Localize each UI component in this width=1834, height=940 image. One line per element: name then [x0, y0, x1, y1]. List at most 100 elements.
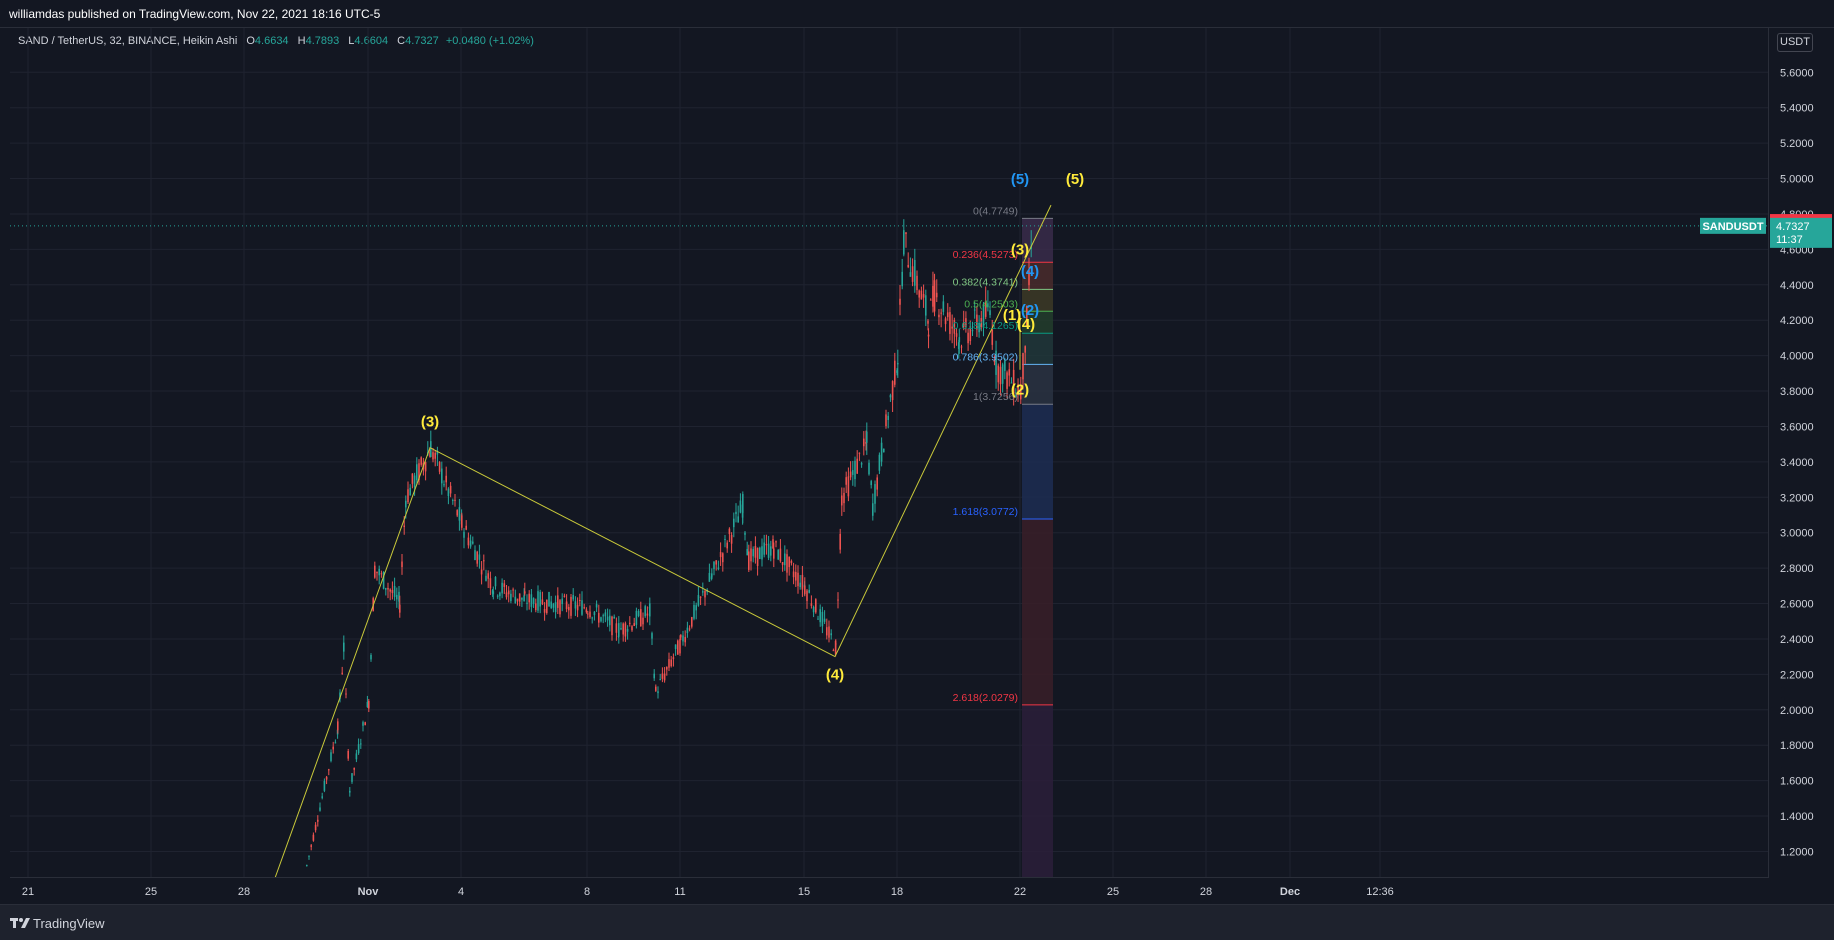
candle-body [672, 657, 675, 659]
candle-body [708, 572, 711, 582]
candle-body [319, 807, 321, 811]
candle-body [355, 753, 358, 760]
candle-body [863, 438, 865, 447]
candle-body [845, 477, 847, 485]
candle-body [896, 370, 898, 373]
candle-body [478, 554, 481, 560]
candle-body [609, 615, 611, 626]
time-tick-label: 18 [891, 886, 903, 898]
candle-body [938, 314, 940, 318]
candle-body [960, 346, 963, 348]
candle-body [407, 489, 409, 503]
symbol-title[interactable]: SAND / TetherUS, 32, BINANCE, Heikin Ash… [18, 35, 238, 47]
candle-body [982, 303, 985, 328]
candle-body [821, 611, 824, 627]
price-tick-label: 3.4000 [1780, 457, 1814, 469]
candle-body [815, 599, 817, 613]
price-tick-label: 5.6000 [1780, 67, 1814, 79]
candle-body [933, 280, 936, 312]
candle-body [775, 541, 777, 543]
candle-body [387, 587, 389, 590]
candle-body [719, 552, 722, 558]
candle-body [334, 742, 337, 744]
candle-body [971, 330, 974, 332]
candle-body [514, 596, 517, 604]
fib-zone [1022, 404, 1053, 520]
tradingview-brand: TradingView [33, 916, 105, 931]
candle-body [559, 600, 561, 615]
candle-body [579, 600, 581, 602]
candle-body [849, 471, 852, 478]
candle-body [624, 623, 627, 637]
candle-body [430, 441, 432, 457]
close-label: C [397, 35, 406, 47]
candle-body [767, 543, 770, 558]
currency-unit-button[interactable]: USDT [1777, 33, 1813, 52]
candle-body [409, 487, 411, 496]
candle-body [901, 271, 903, 287]
tradingview-logo-icon[interactable] [10, 916, 30, 930]
symbol-legend: SAND / TetherUS, 32, BINANCE, Heikin Ash… [18, 35, 534, 47]
fib-level-label: 0.786(3.9502) [953, 351, 1018, 363]
candle-body [804, 585, 806, 594]
candle-body [880, 442, 883, 462]
candle-body [391, 589, 394, 594]
candle-body [860, 463, 863, 465]
candle-body [927, 320, 929, 324]
candle-body [717, 567, 720, 570]
fib-level-label: 0.236(4.5273) [953, 249, 1018, 261]
candle-body [674, 644, 677, 649]
candle-body [308, 855, 310, 857]
candle-body [668, 659, 670, 668]
candle-body [916, 275, 918, 291]
candle-body [1026, 306, 1028, 327]
candle-body [563, 595, 566, 597]
candle-body [688, 628, 691, 630]
time-axis[interactable]: 21 25 28 Nov 4 8 11 15 18 22 25 28 Dec 12:36 [10, 878, 1768, 904]
fib-level-label: 0.5(4.2503) [964, 298, 1018, 310]
candle-body [973, 309, 976, 311]
candle-body [835, 643, 837, 645]
fib-zone [1022, 519, 1053, 705]
candle-body [876, 477, 878, 490]
candle-body [779, 548, 782, 562]
high-label: H [297, 35, 306, 47]
candle-body [847, 476, 850, 497]
price-chart[interactable]: 0(4.7749) 0.236(4.5273) 0.382(4.3741) 0.5(4… [10, 28, 1768, 878]
publish-info: williamdas published on TradingView.com,… [9, 7, 381, 21]
candle-body [733, 518, 735, 528]
candle-body [447, 488, 450, 497]
time-axis-ticks: 21 25 28 Nov 4 8 11 15 18 22 25 28 Dec 12:36 [22, 886, 1394, 898]
candle-body [918, 290, 920, 298]
candle-body [914, 259, 916, 286]
candle-body [552, 603, 555, 608]
candle-body [374, 565, 376, 578]
candle-body [595, 604, 598, 608]
price-tick-label: 2.4000 [1780, 634, 1814, 646]
price-axis[interactable]: 1.2000 1.4000 1.6000 1.8000 2.0000 2.2000 2.40… [1768, 28, 1834, 878]
candle-body [362, 722, 364, 726]
candle-body [418, 463, 420, 480]
candle-body [999, 366, 1002, 385]
candle-body [693, 604, 695, 619]
last-price-value: 4.7327 [1776, 221, 1810, 233]
candle-body [691, 617, 693, 627]
candle-body [907, 264, 909, 268]
price-tick-label: 2.6000 [1780, 599, 1814, 611]
candle-body [969, 326, 972, 342]
candle-body [925, 295, 927, 316]
wave-label: (1) [1003, 307, 1021, 324]
candle-body [539, 592, 541, 607]
candle-body [897, 362, 899, 365]
fib-level-label: 0(4.7749) [973, 205, 1018, 217]
candle-body [837, 599, 839, 601]
candle-body [585, 609, 588, 613]
candle-body [728, 528, 731, 535]
time-tick-label: 4 [458, 886, 464, 898]
candle-body [832, 650, 835, 652]
candle-body [546, 599, 548, 614]
candle-body [976, 314, 978, 330]
candle-body [583, 607, 585, 609]
candle-body [561, 598, 563, 605]
close-value: 4.7327 [405, 35, 439, 47]
